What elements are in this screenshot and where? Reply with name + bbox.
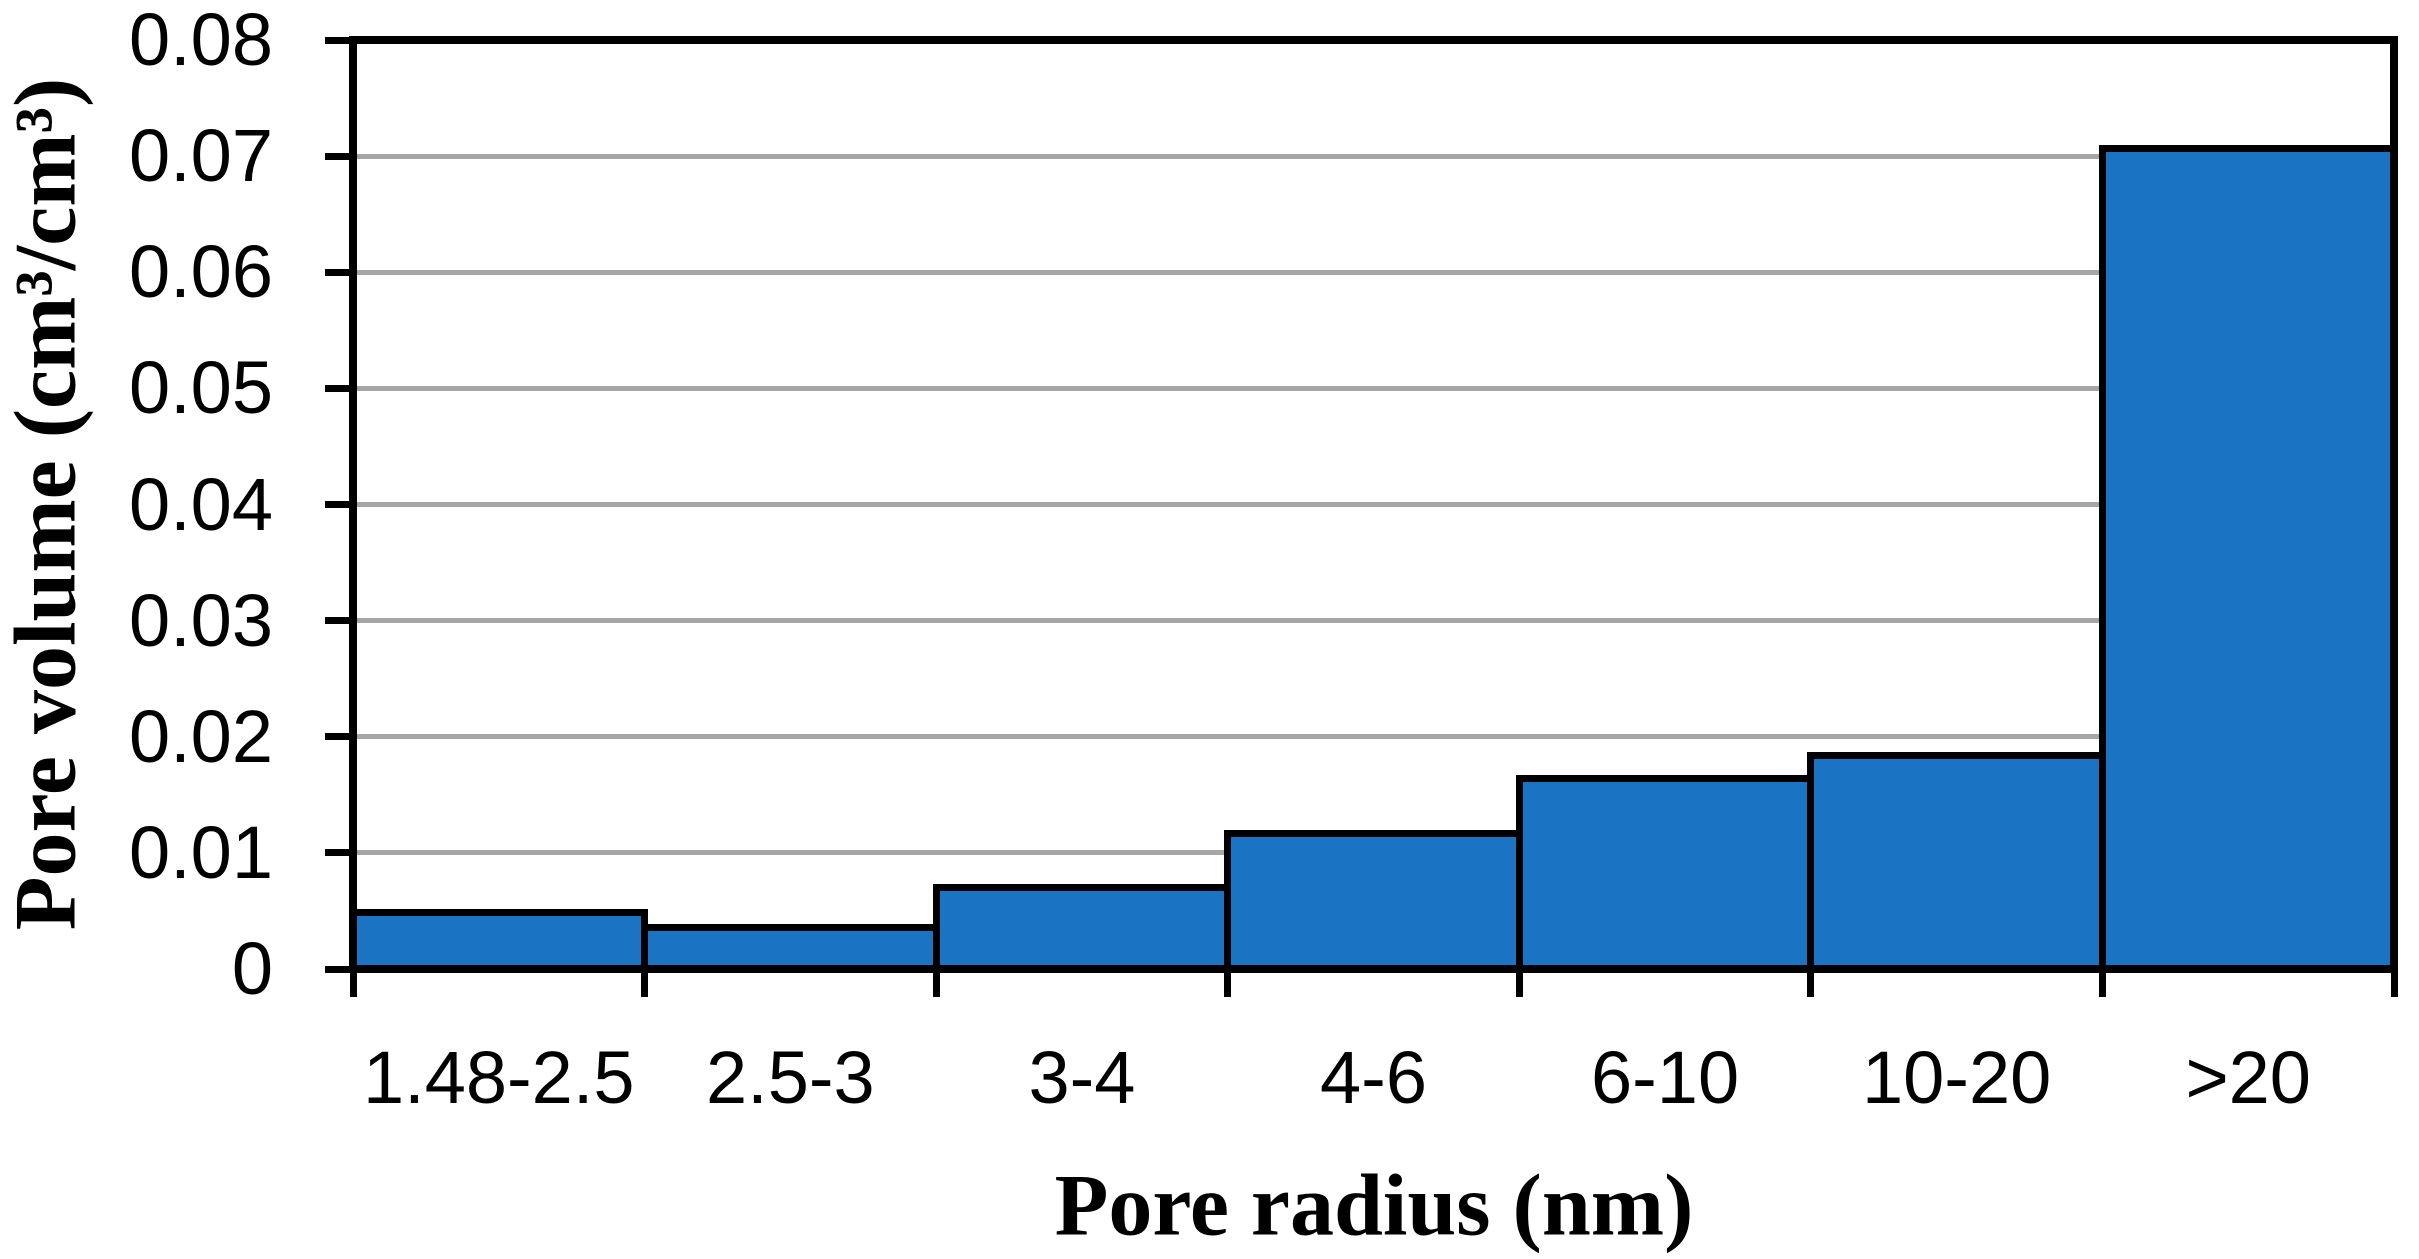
y-tick-label: 0.03 [128,578,273,662]
gridline [357,618,2390,624]
y-tick-label: 0.01 [128,810,273,894]
bar [641,923,940,973]
x-tick-label: 4-6 [1320,1036,1427,1119]
y-tick-label: 0 [231,927,273,1010]
x-tick-label: 2.5-3 [706,1036,875,1119]
x-axis-tick [641,965,649,997]
y-tick-label: 0.02 [128,694,273,778]
x-axis-tick [932,965,940,997]
gridline [357,269,2390,275]
y-tick-label: 0.08 [128,0,273,81]
x-axis-tick [1515,965,1523,997]
bar [349,908,649,973]
x-tick-label: 1.48-2.5 [363,1036,635,1119]
x-tick-label: 10-20 [1862,1036,2052,1119]
gridline [357,734,2390,740]
gridline [357,385,2390,391]
y-axis-tick [325,965,357,973]
x-axis-title: Pore radius (nm) [1054,1157,1694,1255]
y-axis-tick [325,36,357,44]
y-tick-label: 0.05 [128,346,273,430]
bar [1807,751,2106,973]
bar [1515,775,1815,973]
x-tick-label: >20 [2185,1036,2311,1119]
x-tick-label: 3-4 [1028,1036,1136,1119]
y-axis-tick [325,501,357,508]
y-axis-tick [325,617,357,625]
bar [932,884,1232,973]
y-tick-label: 0.07 [128,114,273,198]
y-tick-label: 0.04 [128,462,273,546]
y-axis-tick [325,268,357,276]
y-axis-tick [325,849,357,857]
y-axis-tick [325,152,357,160]
y-axis-tick [325,733,357,741]
y-axis-tick [325,384,357,392]
x-axis-tick [2098,965,2106,997]
x-axis-tick [349,965,357,997]
x-axis-tick [1807,965,1815,997]
y-tick-label: 0.06 [128,230,273,314]
x-axis-tick [1224,965,1232,997]
x-axis-tick [2390,965,2398,997]
gridline [357,153,2390,159]
x-tick-label: 6-10 [1591,1036,1740,1119]
gridline [357,502,2390,507]
bar [1224,829,1523,973]
bar [2098,144,2398,973]
